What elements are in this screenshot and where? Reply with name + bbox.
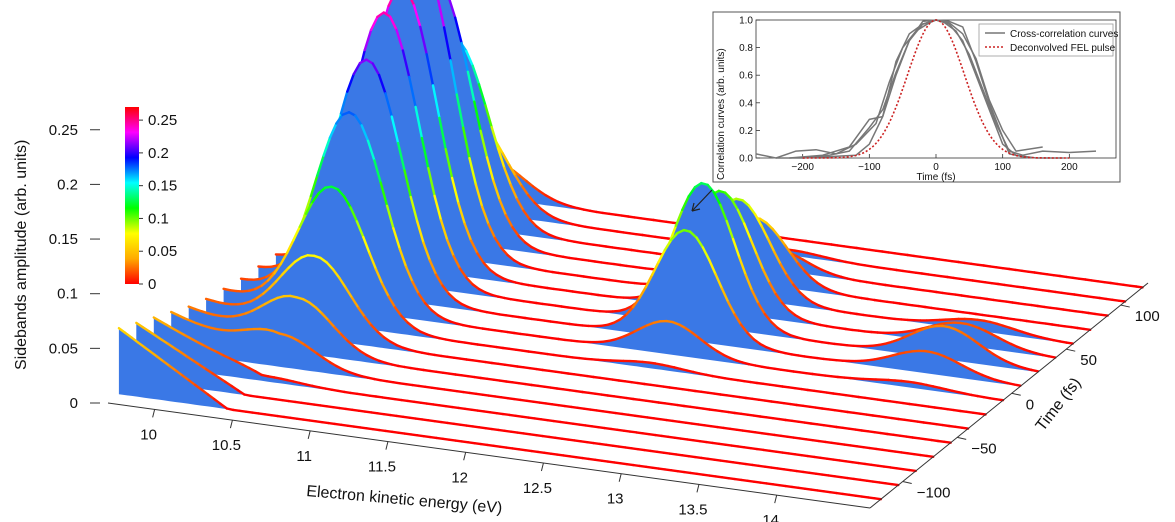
amplitude-tick-label: 0.25 xyxy=(49,122,78,139)
energy-tick-mark xyxy=(386,442,388,450)
energy-tick-mark xyxy=(775,495,777,503)
amplitude-tick-label: 0.1 xyxy=(57,286,78,303)
legend-label-fel-pulse: Deconvolved FEL pulse xyxy=(1010,43,1116,54)
slice-edge-segment xyxy=(1101,315,1107,316)
slice-edge-segment xyxy=(944,442,950,443)
energy-tick-mark xyxy=(230,420,232,428)
energy-tick-label: 10 xyxy=(140,426,157,443)
energy-tick-label: 11.5 xyxy=(368,459,396,476)
energy-tick-label: 11 xyxy=(296,448,312,465)
slice-edge-segment xyxy=(1136,287,1142,288)
amplitude-axis-ticks: 0 0.05 0.1 0.15 0.2 0.25 xyxy=(49,122,100,412)
slice-edge-segment xyxy=(875,498,881,499)
time-tick-mark xyxy=(1121,305,1130,307)
time-tick-label: −100 xyxy=(917,485,951,502)
slice-edge-segment xyxy=(1014,385,1020,386)
colorbar-strip xyxy=(125,107,139,284)
energy-tick-mark xyxy=(464,452,466,460)
colorbar-tick-label: 0 xyxy=(148,276,156,293)
legend-label-cross-correlation: Cross-correlation curves xyxy=(1010,29,1118,40)
inset-y-tick-label: 1.0 xyxy=(739,16,753,27)
slice-edge-segment xyxy=(997,399,1003,400)
slice-edge-segment xyxy=(909,470,915,471)
colorbar-ticks: 0.25 0.2 0.15 0.1 0.05 0 xyxy=(139,112,177,293)
time-tick-mark xyxy=(1012,393,1021,395)
energy-tick-mark xyxy=(697,484,699,492)
inset-x-tick-label: −100 xyxy=(858,162,881,173)
energy-tick-label: 13 xyxy=(607,491,624,508)
slice-edge-segment xyxy=(1119,301,1125,302)
inset-x-tick-label: 100 xyxy=(994,162,1011,173)
colorbar: 0.25 0.2 0.15 0.1 0.05 0 xyxy=(125,107,177,293)
colorbar-tick-label: 0.05 xyxy=(148,243,177,260)
colorbar-tick-label: 0.2 xyxy=(148,145,169,162)
amplitude-tick-label: 0.15 xyxy=(49,231,78,248)
slice-edge-segment xyxy=(892,484,898,485)
inset-legend: Cross-correlation curves Deconvolved FEL… xyxy=(979,24,1118,56)
energy-axis-line xyxy=(108,403,870,508)
inset-x-tick-label: −200 xyxy=(791,162,814,173)
energy-tick-label: 14 xyxy=(762,512,779,522)
slice-edge-segment xyxy=(979,414,985,415)
energy-tick-label: 10.5 xyxy=(212,437,241,454)
amplitude-tick-label: 0 xyxy=(70,395,78,412)
energy-tick-label: 12.5 xyxy=(523,480,552,497)
colorbar-tick-label: 0.25 xyxy=(148,112,177,129)
time-axis-line xyxy=(870,283,1148,508)
amplitude-tick-label: 0.2 xyxy=(57,176,78,193)
slice-edge-segment xyxy=(1032,370,1038,371)
inset-chart: −200 −100 0 100 2000.00.20.40.60.81.0 Time (… xyxy=(713,12,1120,183)
inset-y-tick-label: 0.0 xyxy=(739,154,753,165)
time-tick-label: 100 xyxy=(1135,308,1160,325)
amplitude-tick-label: 0.05 xyxy=(49,340,78,357)
amplitude-axis-label: Sidebands amplitude (arb. units) xyxy=(13,140,30,370)
energy-tick-mark xyxy=(541,463,543,471)
time-tick-label: 0 xyxy=(1026,396,1034,413)
slice-edge-segment xyxy=(1049,356,1055,357)
colorbar-tick-label: 0.15 xyxy=(148,178,177,195)
time-tick-mark xyxy=(903,482,912,484)
slice-edge-segment xyxy=(927,456,933,457)
inset-y-tick-label: 0.4 xyxy=(739,98,753,109)
slice-edge-segment xyxy=(1084,329,1090,330)
inset-y-tick-label: 0.2 xyxy=(739,126,753,137)
inset-x-tick-label: 200 xyxy=(1061,162,1078,173)
slice-edge-segment xyxy=(962,428,968,429)
inset-y-tick-label: 0.6 xyxy=(739,71,753,82)
slice-edge-segment xyxy=(1066,343,1072,344)
time-tick-mark xyxy=(957,437,966,439)
inset-x-label: Time (fs) xyxy=(916,172,955,183)
energy-tick-label: 13.5 xyxy=(678,501,707,518)
time-tick-label: −50 xyxy=(971,440,996,457)
inset-y-label: Correlation curves (arb. units) xyxy=(716,48,727,180)
energy-tick-mark xyxy=(308,431,310,439)
energy-tick-mark xyxy=(619,474,621,482)
energy-tick-mark xyxy=(153,409,155,417)
inset-y-tick-label: 0.8 xyxy=(739,43,753,54)
time-tick-mark xyxy=(1066,349,1075,351)
energy-tick-label: 12 xyxy=(451,469,468,486)
time-axis-label: Time (fs) xyxy=(1033,375,1085,435)
time-tick-label: 50 xyxy=(1080,352,1097,369)
colorbar-tick-label: 0.1 xyxy=(148,210,169,227)
energy-axis-label: Electron kinetic energy (eV) xyxy=(306,483,503,517)
